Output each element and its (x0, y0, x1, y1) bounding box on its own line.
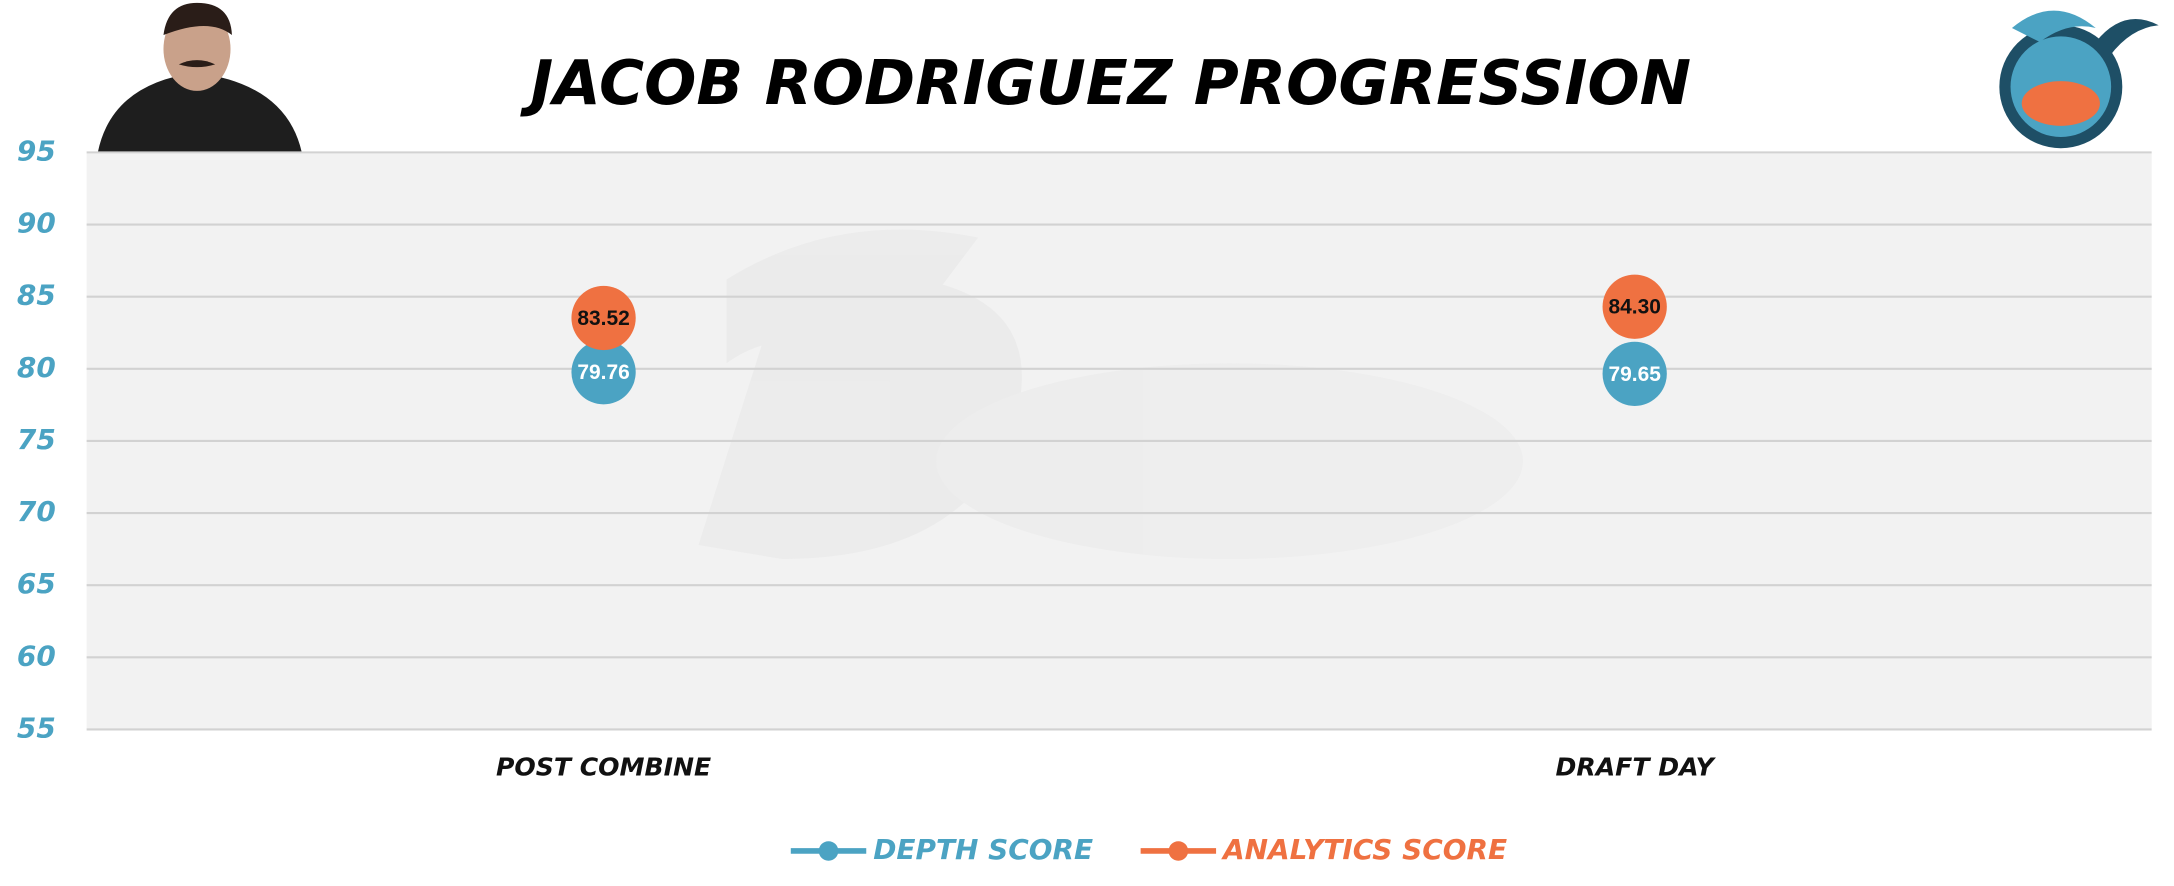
y-tick-label: 80 (17, 351, 56, 384)
data-label: 79.76 (577, 361, 629, 384)
y-tick-label: 60 (17, 639, 56, 672)
x-tick-label: DRAFT DAY (1556, 753, 1717, 782)
y-tick-label: 75 (17, 423, 56, 456)
y-tick-label: 95 (17, 134, 56, 167)
y-tick-label: 90 (17, 207, 56, 240)
point-marker (571, 285, 636, 351)
legend-label: DEPTH SCORE (873, 833, 1093, 866)
player-photo (97, 2, 302, 153)
data-label: 83.52 (577, 307, 629, 330)
y-tick-label: 65 (17, 567, 56, 600)
y-tick-label: 55 (17, 711, 56, 744)
y-tick-label: 85 (17, 279, 56, 312)
legend-marker (818, 841, 839, 861)
point-marker (1602, 341, 1667, 406)
point-marker (571, 340, 636, 405)
data-label: 79.65 (1608, 363, 1661, 386)
legend-marker (1168, 841, 1189, 861)
point-marker (1602, 274, 1667, 339)
x-tick-label: POST COMBINE (496, 753, 711, 782)
legend-label: ANALYTICS SCORE (1221, 833, 1507, 866)
team-logo (1999, 10, 2159, 149)
y-tick-label: 70 (17, 495, 56, 528)
data-label: 84.30 (1608, 296, 1660, 319)
chart-title: JACOB RODRIGUEZ PROGRESSION (519, 48, 1691, 119)
